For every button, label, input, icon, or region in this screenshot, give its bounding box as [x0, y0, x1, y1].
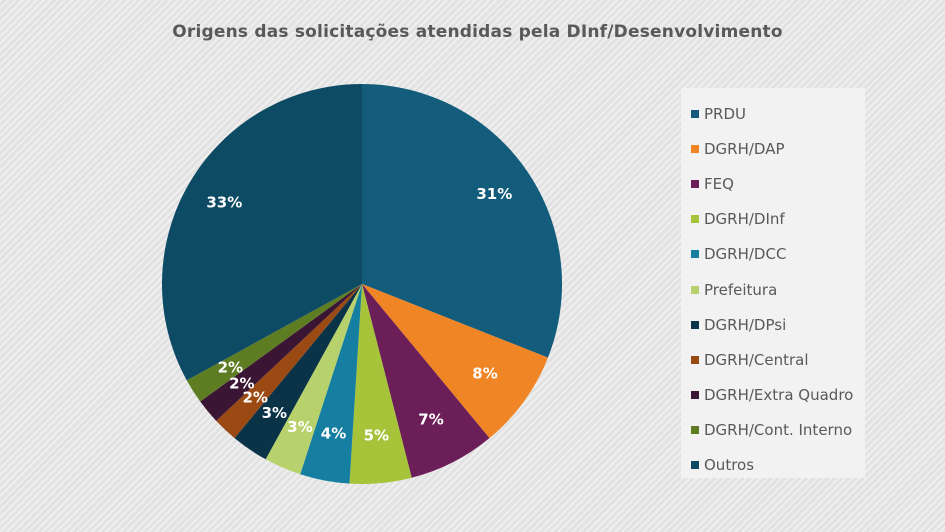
chart-legend: PRDU DGRH/DAP FEQ DGRH/DInf DGRH/DCC Prefeitu… [681, 88, 865, 478]
legend-swatch [691, 250, 699, 259]
data-label: 2% [242, 389, 267, 407]
legend-item: Prefeitura [691, 272, 865, 307]
legend-label: DGRH/Central [704, 350, 809, 369]
pie-slice-dgrh-extra-quadro [200, 284, 362, 421]
pie-slice-dgrh-dpsi [234, 284, 362, 460]
legend-label: DGRH/DInf [704, 210, 785, 229]
data-label: 5% [364, 426, 389, 444]
chart-title: Origens das solicitações atendidas pela … [172, 22, 783, 42]
legend-swatch [691, 109, 699, 118]
data-label: 3% [287, 418, 312, 436]
pie-labels: 31%8%7%5%4%3%3%2%2%2%33% [206, 185, 512, 444]
data-label: 2% [218, 359, 243, 377]
legend-label: FEQ [704, 174, 734, 193]
legend-swatch [691, 285, 699, 294]
legend-item: PRDU [691, 96, 865, 131]
data-label: 4% [321, 424, 346, 442]
pie-slice-dgrh-dinf [349, 284, 412, 485]
legend-label: DGRH/DPsi [704, 315, 787, 334]
legend-item: DGRH/DCC [691, 237, 865, 272]
legend-swatch [691, 215, 699, 224]
legend-label: DGRH/DCC [704, 245, 787, 264]
legend-label: DGRH/DAP [704, 139, 785, 158]
pie-slice-dgrh-cont-interno [186, 284, 362, 402]
data-label: 3% [262, 404, 287, 422]
legend-item: DGRH/Cont. Interno [691, 413, 865, 448]
pie-slice-dgrh-dcc [300, 284, 362, 484]
legend-item: DGRH/DInf [691, 202, 865, 237]
data-label: 2% [229, 374, 254, 392]
data-label: 7% [418, 410, 443, 428]
pie-slice-outros [162, 84, 362, 381]
data-label: 33% [206, 194, 242, 212]
pie-slice-prdu [362, 84, 563, 358]
legend-swatch [691, 426, 699, 435]
legend-item: DGRH/Extra Quadro [691, 378, 865, 413]
pie-slice-dgrh-central [216, 284, 362, 439]
legend-item: Outros [691, 448, 865, 483]
legend-item: DGRH/DPsi [691, 307, 865, 342]
legend-label: PRDU [704, 104, 746, 123]
pie-slice-feq [362, 284, 490, 478]
legend-item: FEQ [691, 166, 865, 201]
legend-label: DGRH/Cont. Interno [704, 421, 853, 440]
legend-swatch [691, 355, 699, 364]
legend-label: Prefeitura [704, 280, 778, 299]
legend-item: DGRH/Central [691, 342, 865, 377]
pie-slice-dgrh-dap [362, 284, 548, 439]
legend-item: DGRH/DAP [691, 131, 865, 166]
legend-swatch [691, 391, 699, 400]
pie-slice-prefeitura [265, 284, 362, 475]
legend-swatch [691, 144, 699, 153]
legend-swatch [691, 179, 699, 188]
legend-swatch [691, 461, 699, 470]
legend-label: Outros [704, 456, 755, 475]
legend-label: DGRH/Extra Quadro [704, 386, 854, 405]
legend-swatch [691, 320, 699, 329]
data-label: 31% [476, 185, 512, 203]
pie-slices [162, 84, 563, 485]
data-label: 8% [472, 364, 497, 382]
